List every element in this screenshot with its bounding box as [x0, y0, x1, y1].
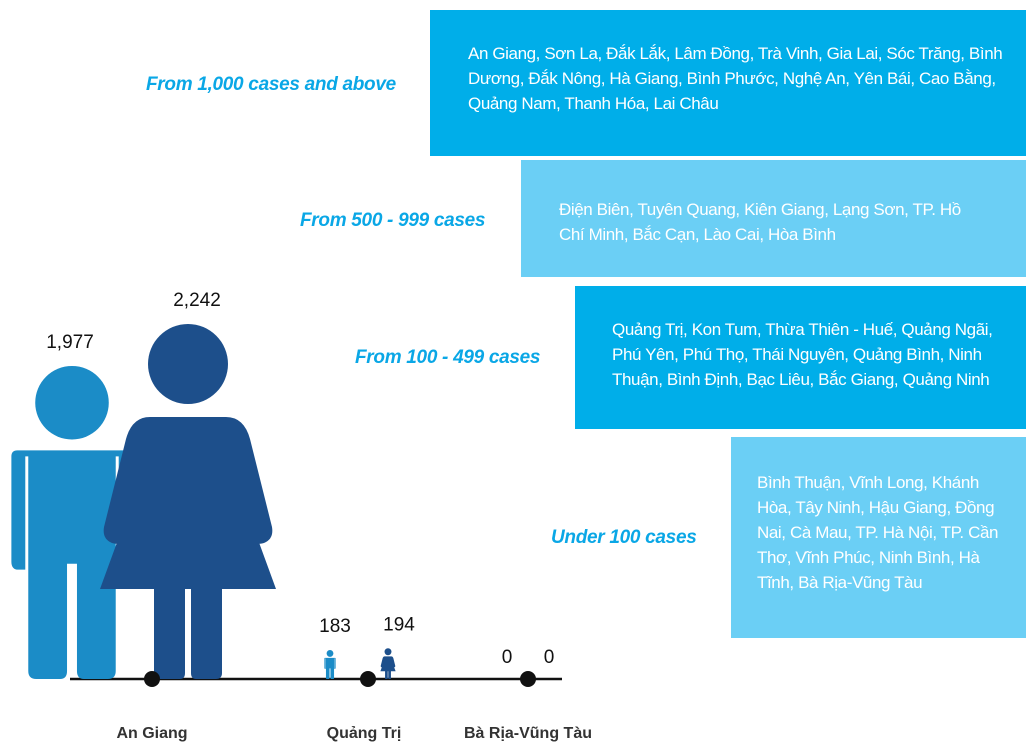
cat-0-female-figure — [100, 324, 276, 679]
cat-1-value-label-0: 183 — [319, 616, 351, 637]
tier-provinces-1000-plus: An Giang, Sơn La, Đắk Lắk, Lâm Đồng, Trà… — [468, 44, 1003, 113]
cat-1-axis-dot — [360, 671, 376, 687]
tier-box-100-499: Quảng Trị, Kon Tum, Thừa Thiên - Huế, Qu… — [575, 286, 1026, 429]
tier-label-1000-plus: From 1,000 cases and above — [146, 74, 396, 95]
tier-box-under-100: Bình Thuận, Vĩnh Long, Khánh Hòa, Tây Ni… — [731, 437, 1026, 638]
tier-box-500-999: Điện Biên, Tuyên Quang, Kiên Giang, Lạng… — [521, 160, 1026, 277]
cat-1-male-figure-head — [326, 650, 334, 657]
cat-0-female-figure-body — [100, 417, 276, 679]
cat-0-value-label-0: 1,977 — [46, 332, 94, 353]
cat-0-male-figure — [11, 365, 133, 679]
tier-label-500-999: From 500 - 999 cases — [300, 210, 486, 231]
cat-0-category-label: An Giang — [116, 725, 187, 742]
cat-0-male-figure-head — [35, 365, 109, 440]
tier-box-1000-plus: An Giang, Sơn La, Đắk Lắk, Lâm Đồng, Trà… — [430, 10, 1026, 156]
cat-0-male-figure-body — [11, 450, 133, 679]
cat-1-category-label: Quảng Trị — [327, 725, 402, 742]
cat-1-value-label-1: 194 — [383, 614, 415, 635]
tier-provinces-under-100: Bình Thuận, Vĩnh Long, Khánh Hòa, Tây Ni… — [757, 473, 999, 592]
cat-1-female-figure-head — [384, 648, 392, 656]
cat-0-axis-dot — [144, 671, 160, 687]
tier-provinces-100-499: Quảng Trị, Kon Tum, Thừa Thiên - Huế, Qu… — [612, 320, 993, 389]
cat-1-male-figure-body — [324, 657, 336, 679]
tier-provinces-500-999: Điện Biên, Tuyên Quang, Kiên Giang, Lạng… — [559, 200, 961, 244]
cat-2-value-label-0: 0 — [502, 647, 513, 668]
cat-0-value-label-1: 2,242 — [173, 290, 221, 311]
cat-1-female-figure-body — [380, 656, 396, 679]
cat-1-male-figure — [324, 650, 336, 679]
cat-2-axis-dot — [520, 671, 536, 687]
cat-2-value-label-1: 0 — [544, 647, 555, 668]
cat-2-category-label: Bà Rịa-Vũng Tàu — [464, 725, 592, 742]
cat-0-female-figure-head — [148, 324, 228, 404]
tier-label-100-499: From 100 - 499 cases — [355, 347, 541, 368]
cat-1-female-figure — [380, 648, 396, 679]
tier-label-under-100: Under 100 cases — [551, 527, 697, 548]
